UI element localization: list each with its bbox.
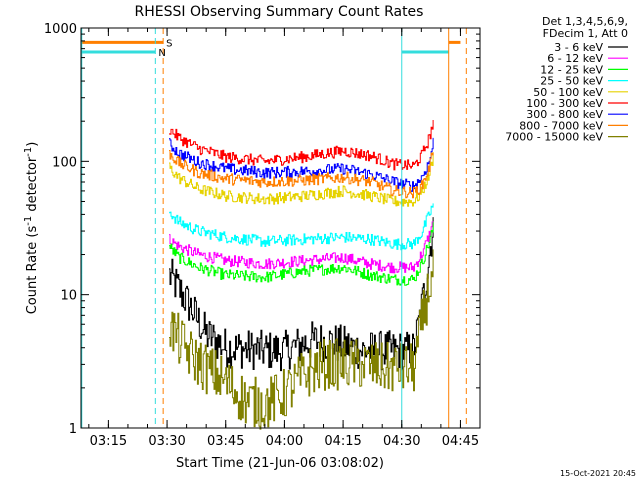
legend-header-line-1: Det 1,3,4,5,6,9, [542, 15, 628, 28]
legend-label: 12 - 25 keV [540, 63, 603, 76]
x-tick-label: 03:15 [90, 434, 127, 449]
legend-label: 25 - 50 keV [540, 75, 603, 88]
series-line-9 [169, 249, 434, 430]
flag-label-S: S [166, 38, 172, 49]
series-line-1 [169, 217, 434, 372]
series-line-2 [169, 221, 434, 274]
series-line-5 [169, 152, 434, 207]
plot-frame [80, 27, 481, 429]
flag-label-N: N [158, 48, 165, 59]
series-line-8 [169, 150, 434, 199]
legend-label: 800 - 7000 keV [519, 119, 603, 132]
y-tick-label: 100 [52, 155, 77, 170]
x-axis: 03:15 03:30 03:45 04:00 04:15 04:30 04:45 [88, 28, 481, 449]
y-tick-label: 1000 [44, 22, 77, 37]
x-tick-label: 04:15 [324, 434, 361, 449]
legend-label: 50 - 100 keV [533, 86, 603, 99]
series-line-4 [169, 203, 434, 251]
legend-label: 300 - 800 keV [526, 108, 603, 121]
legend-label: 100 - 300 keV [526, 97, 603, 110]
x-axis-label: Start Time (21-Jun-06 03:08:02) [176, 456, 384, 471]
series-layer [169, 120, 434, 430]
y-tick-label: 1 [69, 422, 77, 437]
series-line-3 [169, 222, 434, 286]
legend-label: 7000 - 15000 keV [505, 131, 603, 144]
x-tick-label: 04:45 [442, 434, 479, 449]
x-tick-label: 04:00 [266, 434, 303, 449]
y-tick-label: 10 [60, 289, 77, 304]
x-tick-label: 04:30 [383, 434, 420, 449]
legend: Det 1,3,4,5,6,9, FDecim 1, Att 0 3 - 6 k… [505, 15, 628, 144]
y-axis: 1 10 100 1000 [44, 22, 480, 437]
x-tick-label: 03:45 [207, 434, 244, 449]
series-line-6 [169, 120, 434, 171]
chart-title: RHESSI Observing Summary Count Rates [135, 4, 424, 20]
y-axis-label: Count Rate (s-1 detector-1) [23, 142, 40, 315]
legend-header-line-2: FDecim 1, Att 0 [543, 27, 628, 40]
x-tick-label: 03:30 [148, 434, 185, 449]
flags-layer: SN [81, 28, 467, 428]
legend-label: 3 - 6 keV [554, 41, 603, 54]
legend-label: 6 - 12 keV [547, 52, 603, 65]
footer-date: 15-Oct-2021 20:45 [560, 469, 636, 478]
